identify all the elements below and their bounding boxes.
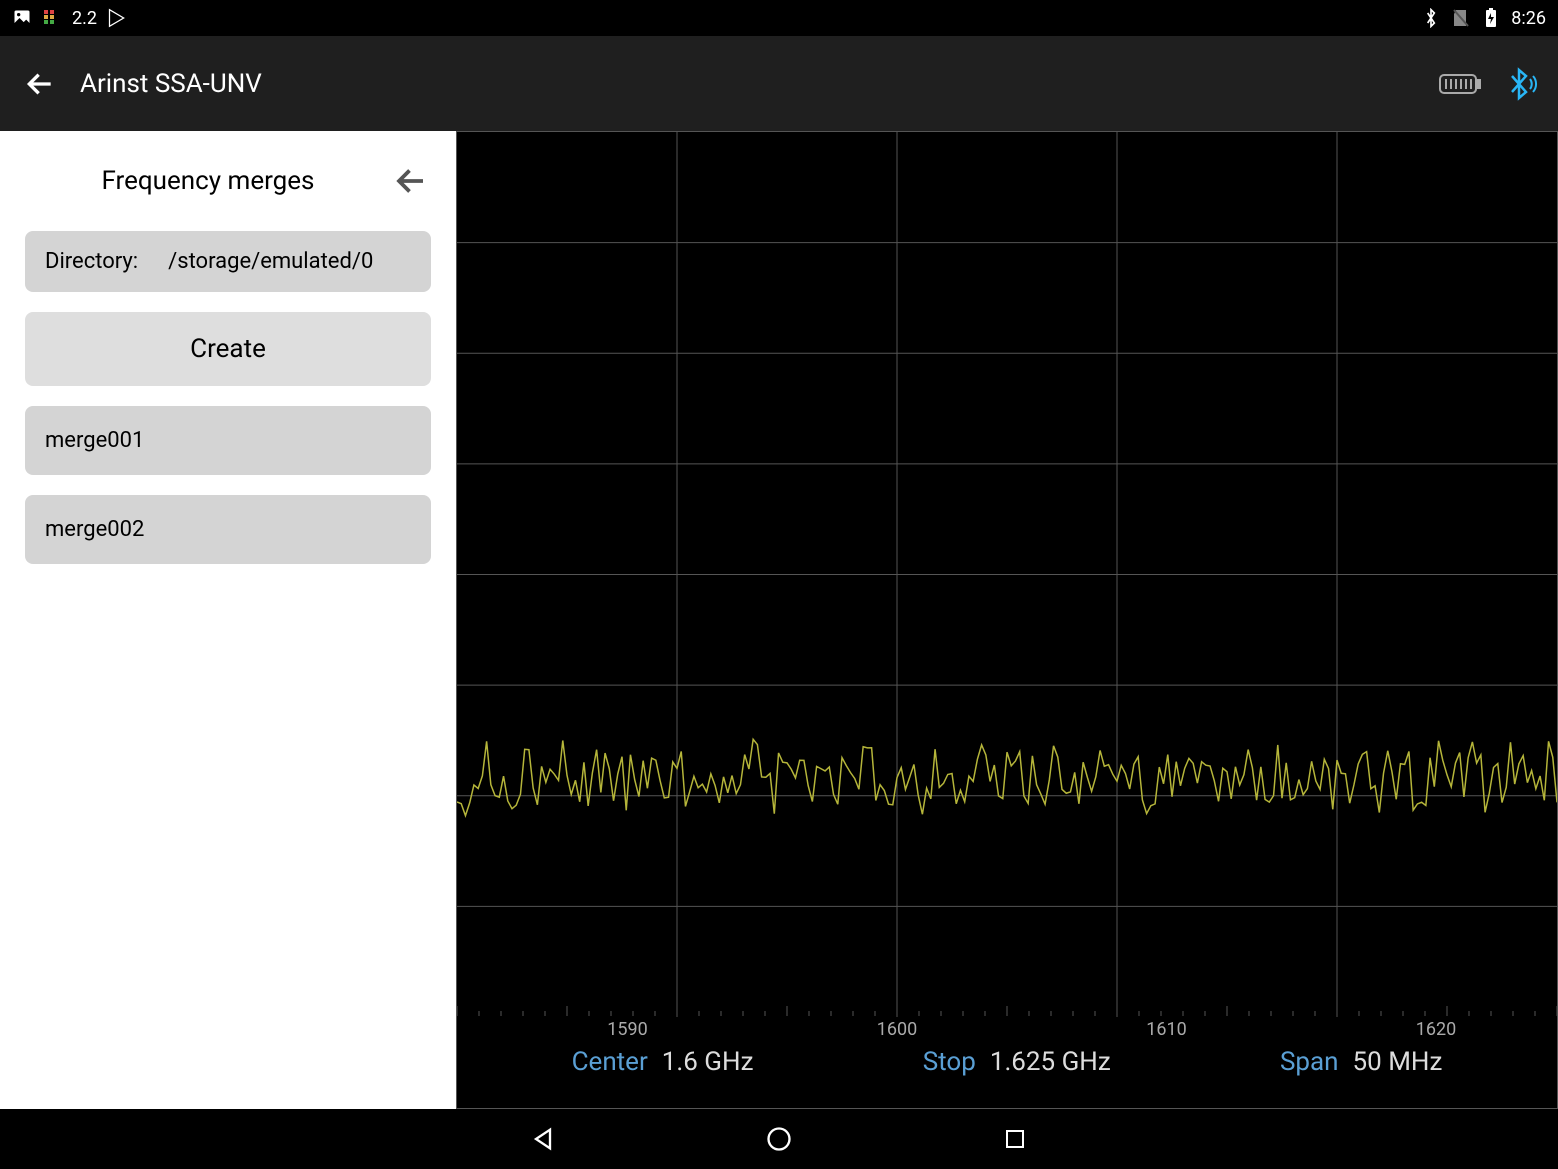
image-icon	[12, 8, 32, 28]
app-title: Arinst SSA-UNV	[80, 69, 1438, 99]
center-freq[interactable]: Center 1.6 GHz	[572, 1047, 754, 1077]
chart-grid-svg	[457, 132, 1557, 1017]
panel-header: Frequency merges	[25, 156, 431, 211]
spectrum-chart[interactable]: 1590160016101620 Center 1.6 GHz Stop 1.6…	[456, 131, 1558, 1109]
equalizer-icon	[42, 8, 62, 28]
center-key: Center	[572, 1047, 648, 1077]
merge-list-item[interactable]: merge001	[25, 406, 431, 475]
nav-home-button[interactable]	[761, 1121, 797, 1157]
bluetooth-connected-icon[interactable]	[1502, 66, 1538, 102]
device-battery-icon	[1438, 71, 1482, 97]
directory-path: /storage/emulated/0	[168, 249, 373, 274]
center-value: 1.6 GHz	[662, 1047, 754, 1077]
span-key: Span	[1280, 1047, 1339, 1077]
stop-key: Stop	[923, 1047, 976, 1077]
status-right: 8:26	[1421, 8, 1546, 29]
nav-recent-button[interactable]	[997, 1121, 1033, 1157]
android-status-bar: 2.2 8:26	[0, 0, 1558, 36]
span-freq[interactable]: Span 50 MHz	[1280, 1047, 1442, 1077]
directory-button[interactable]: Directory: /storage/emulated/0	[25, 231, 431, 292]
no-sim-icon	[1451, 8, 1471, 28]
app-back-button[interactable]	[20, 64, 60, 104]
battery-status-icon	[1481, 8, 1501, 28]
panel-title: Frequency merges	[25, 166, 391, 196]
status-left: 2.2	[12, 8, 127, 29]
panel-close-button[interactable]	[391, 161, 431, 201]
directory-label: Directory:	[45, 249, 138, 274]
status-clock: 8:26	[1511, 8, 1546, 29]
main-content: Frequency merges Directory: /storage/emu…	[0, 131, 1558, 1109]
nav-back-button[interactable]	[525, 1121, 561, 1157]
app-bar: Arinst SSA-UNV	[0, 36, 1558, 131]
stop-freq[interactable]: Stop 1.625 GHz	[923, 1047, 1111, 1077]
android-nav-bar	[0, 1109, 1558, 1169]
bluetooth-status-icon	[1421, 8, 1441, 28]
play-store-icon	[107, 8, 127, 28]
chart-bottom-bar: Center 1.6 GHz Stop 1.625 GHz Span 50 MH…	[457, 1015, 1557, 1108]
span-value: 50 MHz	[1353, 1047, 1443, 1077]
create-button[interactable]: Create	[25, 312, 431, 386]
stop-value: 1.625 GHz	[990, 1047, 1111, 1077]
status-notification-text: 2.2	[72, 8, 97, 29]
side-panel: Frequency merges Directory: /storage/emu…	[0, 131, 456, 1109]
merge-list-item[interactable]: merge002	[25, 495, 431, 564]
